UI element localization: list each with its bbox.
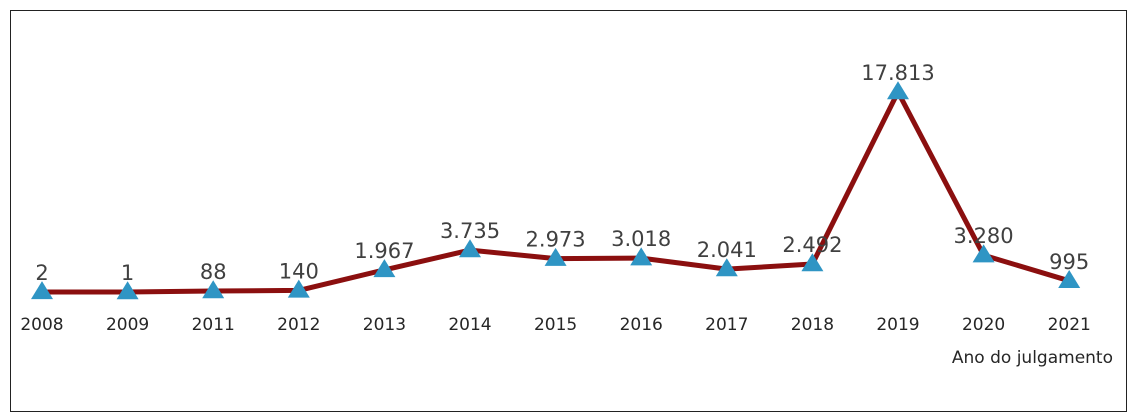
- data-point-2016: [630, 247, 653, 266]
- data-point-2011: [202, 280, 225, 299]
- data-label-2018: 2.492: [782, 233, 842, 257]
- data-label-2017: 2.041: [697, 238, 757, 262]
- data-point-2009: [116, 281, 139, 300]
- data-label-2013: 1.967: [354, 239, 414, 263]
- data-label-2015: 2.973: [526, 228, 586, 252]
- data-label-2020: 3.280: [954, 224, 1014, 248]
- data-label-2008: 2: [35, 261, 48, 285]
- data-label-2016: 3.018: [611, 227, 671, 251]
- data-point-2019: [887, 81, 909, 100]
- x-tick-label-2013: 2013: [363, 315, 406, 335]
- data-point-2013: [373, 259, 396, 278]
- data-labels-group: 2 1 88 140 1.967 3.735 2.973 3.018 2.041 2.492 17.…: [35, 61, 1089, 285]
- data-point-2017: [715, 258, 738, 277]
- x-tick-label-2021: 2021: [1048, 315, 1091, 335]
- data-point-2014: [459, 239, 481, 258]
- data-point-2020: [972, 244, 995, 263]
- data-label-2009: 1: [121, 261, 134, 285]
- data-point-2018: [801, 253, 824, 272]
- x-tick-label-2012: 2012: [277, 315, 320, 335]
- x-tick-label-2015: 2015: [534, 315, 577, 335]
- x-tick-label-2009: 2009: [106, 315, 149, 335]
- x-axis-title: Ano do julgamento: [952, 348, 1113, 368]
- data-label-2011: 88: [200, 260, 227, 284]
- data-point-2008: [31, 281, 53, 300]
- chart-frame: [10, 10, 1127, 412]
- data-point-2015: [544, 247, 567, 266]
- x-tick-label-2016: 2016: [620, 315, 663, 335]
- x-tick-label-2020: 2020: [962, 315, 1005, 335]
- data-label-2021: 995: [1049, 250, 1089, 274]
- x-tick-label-2019: 2019: [876, 315, 919, 335]
- data-label-2014: 3.735: [440, 219, 500, 243]
- x-tick-label-2017: 2017: [705, 315, 748, 335]
- data-point-2021: [1058, 270, 1081, 289]
- x-tick-label-2011: 2011: [192, 315, 235, 335]
- x-tick-label-2018: 2018: [791, 315, 834, 335]
- x-tick-labels-group: 2008 2009 2011 2012 2013 2014 2015 2016 2017 2018…: [20, 315, 1090, 335]
- x-tick-label-2008: 2008: [20, 315, 63, 335]
- x-tick-label-2014: 2014: [448, 315, 491, 335]
- data-point-2012: [287, 279, 310, 298]
- markers-group: [31, 81, 1081, 300]
- data-label-2012: 140: [279, 259, 319, 283]
- data-label-2019: 17.813: [861, 61, 934, 85]
